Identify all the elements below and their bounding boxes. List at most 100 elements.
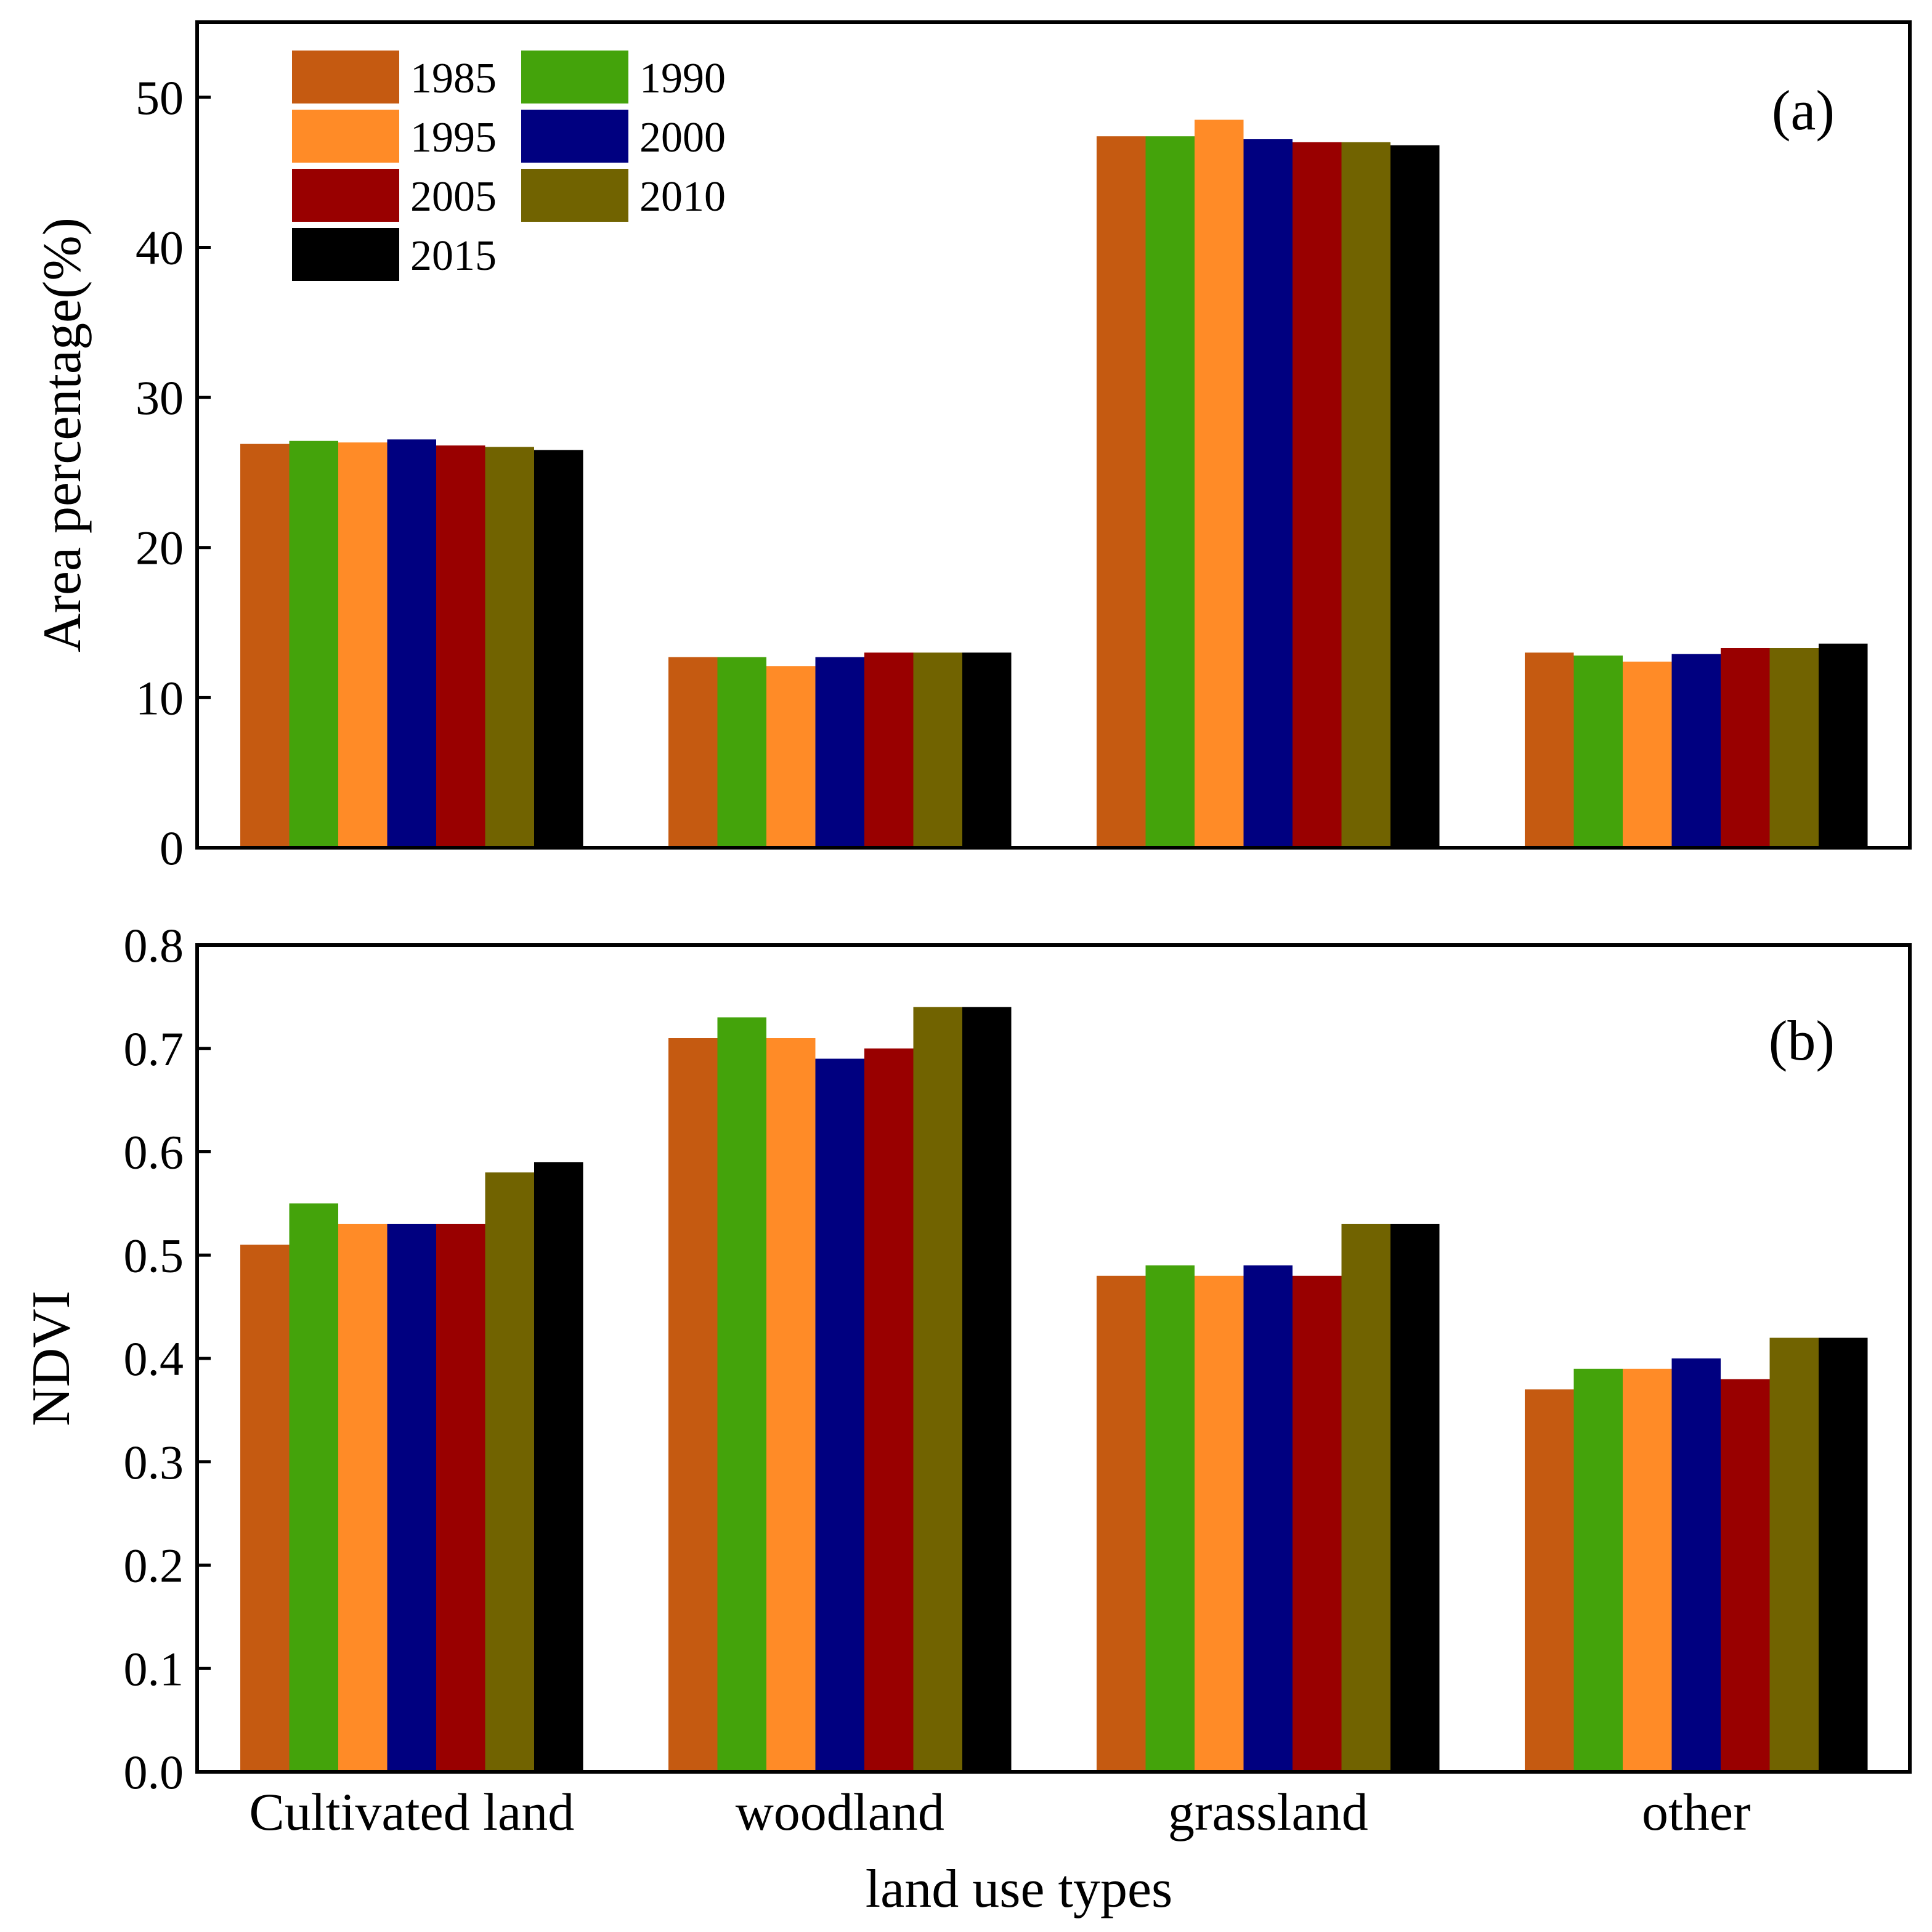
x-tick-label-cultivated-land: Cultivated land [249, 1782, 574, 1841]
panel-b-y-ticks: 0.0 0.1 0.2 0.3 0.4 0.5 0.6 0.7 0.8 [124, 919, 211, 1799]
panel-a-bar-cultivated-land-2000 [387, 439, 436, 848]
panel-a-bar-other-2000 [1671, 654, 1721, 848]
legend-label-2000: 2000 [639, 114, 726, 161]
panel-b-bar-other-1995 [1623, 1368, 1672, 1772]
panel-b-bar-cultivated-land-1995 [338, 1224, 388, 1772]
panel-b-tag: (b) [1769, 1009, 1835, 1072]
panel-b-ndvi: 0.0 0.1 0.2 0.3 0.4 0.5 0.6 0.7 0.8 NDVI (b) Cul… [22, 919, 1912, 1919]
panel-b-bar-cultivated-land-2015 [534, 1162, 583, 1772]
legend-label-1985: 1985 [410, 55, 497, 102]
panel-b-bar-grassland-1985 [1097, 1275, 1146, 1772]
panel-a-y-tick-label: 10 [136, 671, 184, 724]
panel-b-y-tick-label: 0.2 [124, 1539, 184, 1593]
panel-b-x-tick-labels: Cultivated land woodland grassland other [249, 1782, 1750, 1841]
panel-a-y-tick-label: 30 [136, 371, 184, 424]
panel-b-y-tick-label: 0.6 [124, 1126, 184, 1179]
legend-label-1990: 1990 [639, 55, 726, 102]
panel-b-y-tick-label: 0.5 [124, 1228, 184, 1282]
panel-a-bar-grassland-1985 [1097, 136, 1146, 848]
panel-b-bar-cultivated-land-2000 [387, 1224, 436, 1772]
panel-a-y-tick-label: 0 [160, 821, 184, 875]
panel-a-y-tick-label: 40 [136, 221, 184, 274]
legend: 1985 1990 1995 2000 2005 2010 2015 [292, 51, 726, 281]
panel-b-bar-woodland-1990 [717, 1017, 766, 1772]
legend-swatch-1995 [292, 110, 399, 163]
panel-a-bar-cultivated-land-1990 [289, 440, 338, 848]
legend-label-1995: 1995 [410, 114, 497, 161]
panel-b-bar-cultivated-land-2010 [485, 1172, 534, 1772]
x-tick-label-woodland: woodland [736, 1782, 944, 1841]
panel-a-tag: (a) [1772, 79, 1835, 142]
panel-b-y-axis-title: NDVI [22, 1291, 81, 1426]
panel-b-bar-other-1985 [1525, 1389, 1574, 1772]
legend-swatch-2005 [292, 169, 399, 222]
panel-a-bar-grassland-2000 [1243, 139, 1293, 848]
panel-b-bar-other-2015 [1819, 1337, 1868, 1772]
panel-b-bar-other-2000 [1671, 1358, 1721, 1772]
panel-a-bar-other-2005 [1721, 648, 1770, 848]
panel-a-y-axis-title: Area percentage(%) [33, 217, 92, 652]
panel-b-bar-grassland-2000 [1243, 1265, 1293, 1772]
panel-b-bar-woodland-2005 [864, 1048, 914, 1772]
panel-a-bar-woodland-2005 [864, 652, 914, 848]
panel-b-y-tick-label: 0.7 [124, 1022, 184, 1076]
panel-a-bar-other-1990 [1573, 656, 1623, 848]
panel-b-bar-cultivated-land-1985 [240, 1244, 290, 1772]
panel-b-bar-woodland-2015 [962, 1007, 1012, 1772]
panel-b-bar-other-2010 [1769, 1337, 1819, 1772]
panel-b-bar-woodland-2000 [815, 1058, 864, 1772]
panel-b-bar-woodland-1985 [668, 1038, 718, 1772]
panel-a-y-tick-label: 50 [136, 71, 184, 124]
panel-b-y-tick-label: 0.1 [124, 1642, 184, 1695]
panel-a-frame [195, 20, 1912, 850]
panel-b-x-axis-title: land use types [866, 1859, 1173, 1919]
panel-a-bar-woodland-1995 [766, 666, 816, 848]
panel-a-bar-other-2015 [1819, 643, 1868, 848]
legend-label-2005: 2005 [410, 173, 497, 221]
panel-b-bar-grassland-1995 [1195, 1275, 1244, 1772]
legend-swatch-1990 [521, 51, 628, 104]
panel-b-bar-other-2005 [1721, 1379, 1770, 1772]
panel-b-bars [240, 1007, 1868, 1772]
panel-a-bar-other-1985 [1525, 652, 1574, 848]
panel-a-bar-grassland-2005 [1293, 142, 1342, 848]
panel-a-bar-grassland-2010 [1341, 142, 1390, 848]
x-tick-label-other: other [1642, 1782, 1751, 1841]
panel-a-bar-woodland-2015 [962, 652, 1012, 848]
panel-b-bar-grassland-2010 [1341, 1224, 1390, 1772]
x-tick-label-grassland: grassland [1168, 1782, 1368, 1841]
panel-b-bar-grassland-1990 [1145, 1265, 1195, 1772]
panel-a-bar-other-2010 [1769, 648, 1819, 848]
panel-a-bar-woodland-1990 [717, 657, 766, 848]
panel-b-bar-grassland-2005 [1293, 1275, 1342, 1772]
legend-label-2015: 2015 [410, 232, 497, 280]
panel-a-bar-woodland-2010 [913, 652, 962, 848]
panel-a-bar-grassland-2015 [1390, 145, 1440, 848]
panel-a-bar-grassland-1990 [1145, 136, 1195, 848]
panel-a-bar-woodland-1985 [668, 657, 718, 848]
panel-b-bar-cultivated-land-1990 [289, 1203, 338, 1772]
legend-swatch-2000 [521, 110, 628, 163]
panel-a-bar-cultivated-land-2005 [436, 445, 485, 848]
panel-b-y-tick-label: 0.8 [124, 919, 184, 972]
legend-swatch-2010 [521, 169, 628, 222]
panel-a-bar-other-1995 [1623, 661, 1672, 848]
panel-b-bar-woodland-1995 [766, 1038, 816, 1772]
panel-a-y-ticks: 0 10 20 30 40 50 [136, 71, 211, 875]
panel-b-bar-other-1990 [1573, 1368, 1623, 1772]
legend-label-2010: 2010 [639, 173, 726, 221]
panel-a-bar-woodland-2000 [815, 657, 864, 848]
legend-swatch-2015 [292, 228, 399, 281]
panel-a-bars [240, 120, 1868, 848]
legend-swatch-1985 [292, 51, 399, 104]
panel-b-bar-cultivated-land-2005 [436, 1224, 485, 1772]
panel-a-bar-cultivated-land-1995 [338, 442, 388, 848]
panel-b-y-tick-label: 0.4 [124, 1332, 184, 1386]
panel-a-bar-cultivated-land-2015 [534, 450, 583, 848]
panel-b-bar-grassland-2015 [1390, 1224, 1440, 1772]
panel-a-bar-grassland-1995 [1195, 120, 1244, 848]
panel-b-y-tick-label: 0.3 [124, 1435, 184, 1489]
panel-a-y-tick-label: 20 [136, 521, 184, 575]
